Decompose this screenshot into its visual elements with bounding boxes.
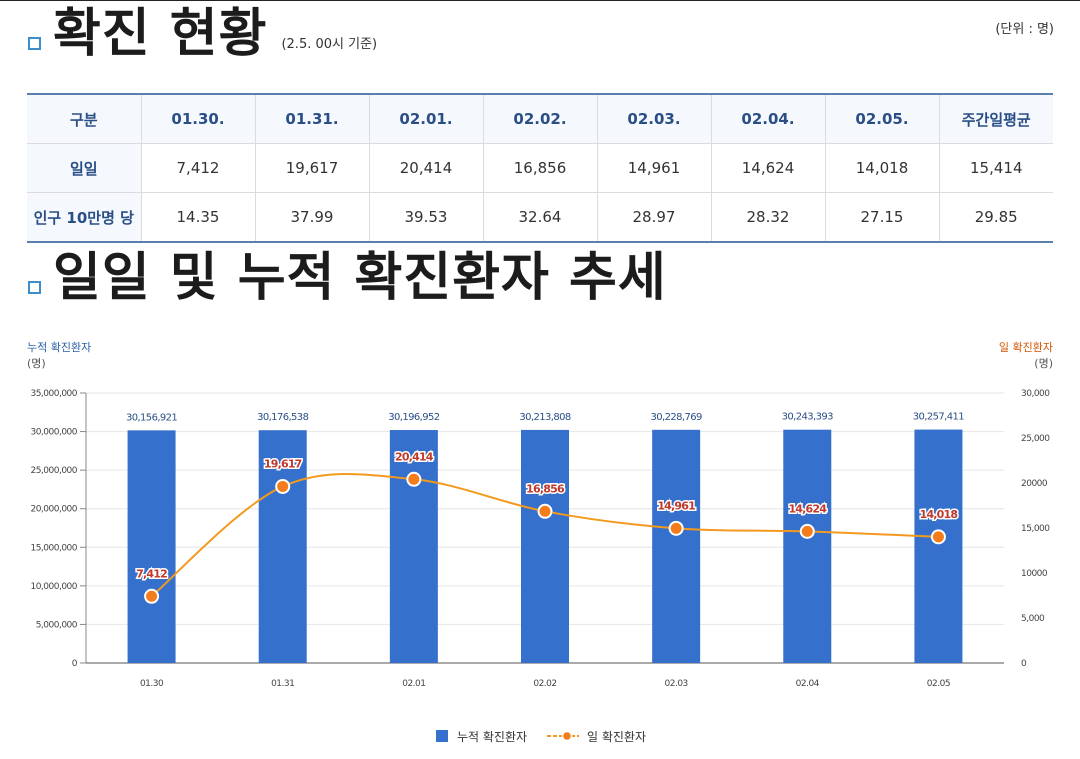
left-tick-label: 25,000,000 [30, 466, 77, 476]
right-tick-label: 30,000 [1021, 389, 1050, 399]
table-cell: 29.85 [938, 192, 1053, 243]
table-cell: 14,018 [824, 143, 940, 193]
table-row: 인구 10만명 당 14.35 37.99 39.53 32.64 28.97 28.32 2… [27, 192, 1053, 243]
column-header: 구분 [27, 93, 142, 144]
line-value-label: 19,617 [264, 457, 302, 470]
left-axis-unit: (명) [27, 357, 46, 370]
right-tick-label: 20000 [1021, 479, 1048, 489]
column-header: 02.05. [824, 93, 940, 144]
section-trend-title: 일일 및 누적 확진환자 추세 [28, 252, 667, 304]
right-tick-label: 5,000 [1021, 614, 1045, 624]
table-cell: 19,617 [254, 143, 370, 193]
column-header: 02.01. [368, 93, 484, 144]
row-label: 일일 [27, 143, 142, 193]
table-cell: 14.35 [140, 192, 256, 243]
table-row: 일일 7,412 19,617 20,414 16,856 14,961 14,624 14,… [27, 143, 1053, 193]
right-tick-label: 15,000 [1021, 524, 1050, 534]
right-tick-label: 10000 [1021, 569, 1048, 579]
top-border [0, 0, 1080, 1]
x-tick-label: 02.03 [665, 679, 688, 689]
x-tick-label: 01.31 [271, 679, 294, 689]
line-point [537, 503, 553, 519]
table-cell: 15,414 [938, 143, 1053, 193]
bar-value-label: 30,156,921 [126, 412, 177, 423]
trend-chart: 누적 확진환자 (명) 일 확진환자 (명) 0 5,000,000 10,000,000 1… [27, 340, 1053, 744]
bar-value-label: 30,176,538 [257, 412, 308, 423]
bullet-square-icon [28, 281, 41, 294]
line-point [144, 588, 160, 604]
table-cell: 7,412 [140, 143, 256, 193]
column-header: 주간일평균 [938, 93, 1053, 144]
bar-value-label: 30,257,411 [913, 412, 964, 423]
bar [521, 429, 569, 663]
date-note: (2.5. 00시 기준) [281, 37, 378, 52]
bar [127, 430, 176, 663]
line-value-label: 7,412 [136, 567, 167, 580]
row-label: 인구 10만명 당 [27, 192, 142, 243]
column-header: 01.30. [140, 93, 256, 144]
bar-value-label: 30,243,393 [782, 412, 833, 423]
table-cell: 14,961 [596, 143, 712, 193]
bar [652, 429, 701, 663]
table-cell: 27.15 [824, 192, 940, 243]
column-header: 02.03. [596, 93, 712, 144]
table-cell: 28.97 [596, 192, 712, 243]
line-point [799, 523, 815, 539]
bar [783, 429, 832, 663]
left-tick-label: 20,000,000 [30, 505, 77, 515]
table-cell: 16,856 [482, 143, 598, 193]
right-tick-label: 0 [1021, 659, 1027, 669]
legend-line-label: 일 확진환자 [587, 730, 646, 744]
table-cell: 37.99 [254, 192, 370, 243]
bar [914, 429, 963, 663]
x-tick-label: 02.04 [796, 679, 820, 689]
line-point [668, 520, 684, 536]
right-axis-unit: (명) [1034, 357, 1053, 370]
line-value-label: 16,856 [526, 482, 565, 495]
bar-value-label: 30,228,769 [651, 412, 702, 423]
line-point [406, 471, 422, 487]
line-value-label: 20,414 [395, 450, 434, 463]
table-cell: 39.53 [368, 192, 484, 243]
trend-title: 일일 및 누적 확진환자 추세 [53, 248, 667, 308]
column-header: 01.31. [254, 93, 370, 144]
line-point [930, 529, 946, 545]
x-tick-label: 01.30 [140, 679, 164, 689]
x-tick-label: 02.02 [533, 679, 556, 689]
legend-bar-label: 누적 확진환자 [457, 730, 527, 744]
left-axis-title: 누적 확진환자 [27, 341, 91, 354]
table-cell: 32.64 [482, 192, 598, 243]
line-point [275, 478, 291, 494]
left-tick-label: 15,000,000 [30, 543, 77, 553]
table-cell: 28.32 [710, 192, 826, 243]
column-header: 02.02. [482, 93, 598, 144]
bullet-square-icon [28, 37, 41, 50]
unit-label: (단위 : 명) [995, 22, 1054, 37]
bar [389, 430, 438, 663]
left-tick-label: 10,000,000 [30, 582, 77, 592]
left-tick-label: 35,000,000 [30, 389, 77, 399]
table-header-row: 구분 01.30. 01.31. 02.01. 02.02. 02.03. 02.04. 02… [27, 93, 1053, 144]
bar-value-label: 30,196,952 [388, 412, 439, 423]
right-tick-label: 25,000 [1021, 434, 1050, 444]
legend-bar-swatch [436, 730, 448, 742]
line-value-label: 14,961 [657, 499, 695, 512]
line-value-label: 14,624 [788, 502, 827, 515]
legend-line-point [561, 730, 573, 742]
bar-value-label: 30,213,808 [519, 412, 570, 423]
x-tick-label: 02.05 [927, 679, 950, 689]
right-axis-title: 일 확진환자 [999, 340, 1053, 354]
section-status-title: 확진 현황 (2.5. 00시 기준) [28, 8, 377, 60]
left-tick-label: 0 [72, 659, 78, 669]
left-tick-label: 30,000,000 [30, 428, 77, 438]
daily-stats-table: 구분 01.30. 01.31. 02.01. 02.02. 02.03. 02.04. 02… [27, 93, 1053, 243]
x-tick-label: 02.01 [402, 679, 425, 689]
page-title: 확진 현황 [53, 4, 268, 64]
table-cell: 14,624 [710, 143, 826, 193]
line-value-label: 14,018 [920, 508, 958, 521]
left-tick-label: 5,000,000 [36, 620, 78, 630]
table-cell: 20,414 [368, 143, 484, 193]
bar [258, 430, 307, 663]
column-header: 02.04. [710, 93, 826, 144]
